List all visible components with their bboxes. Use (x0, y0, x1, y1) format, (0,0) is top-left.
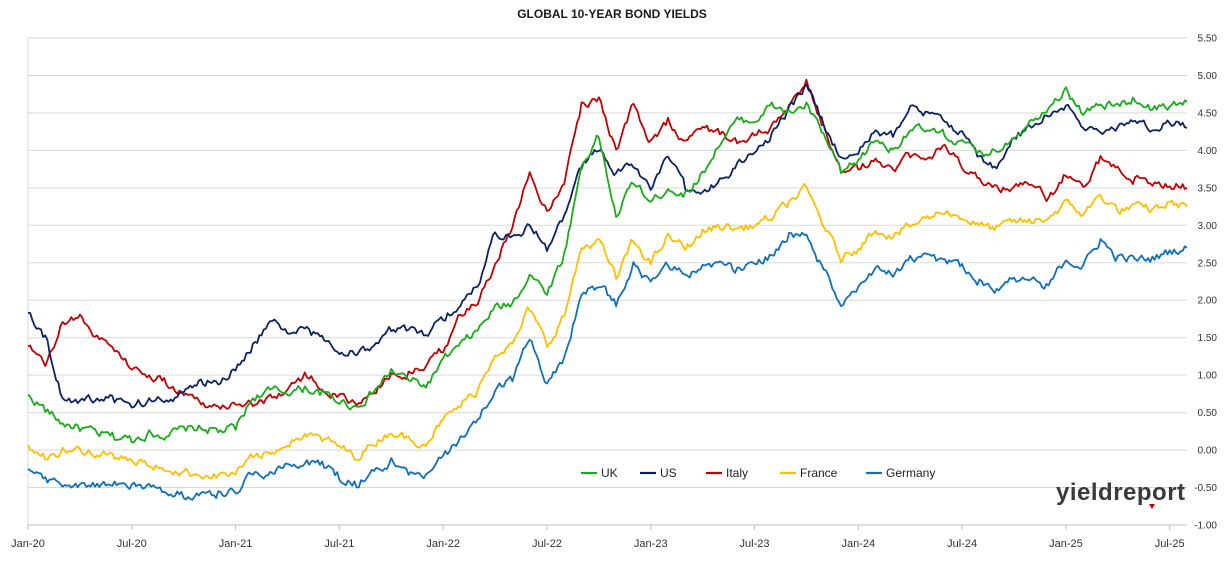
series-line-italy (27, 78, 1188, 410)
x-tick-label: Jan-20 (11, 538, 45, 550)
legend-label-france: France (800, 466, 838, 480)
y-tick-label: 1.00 (1198, 371, 1218, 382)
x-tick-label: Jan-22 (426, 538, 460, 550)
y-tick-label: 0.50 (1198, 408, 1218, 419)
y-tick-label: 2.00 (1198, 296, 1218, 307)
y-tick-label: 4.50 (1198, 108, 1218, 119)
yieldreport-logo: yieldreport (1056, 479, 1186, 509)
x-tick-label: Jul-24 (947, 538, 977, 550)
y-tick-label: 1.50 (1198, 333, 1218, 344)
x-tick-label: Jul-23 (740, 538, 770, 550)
x-tick-label: Jul-25 (1155, 538, 1185, 550)
x-tick-label: Jan-23 (634, 538, 668, 550)
y-tick-label: -0.50 (1194, 483, 1217, 494)
series-line-us (27, 83, 1188, 409)
y-axis-ticks: 5.50 5.00 4.50 4.00 3.50 3.00 2.50 2.00 1.50 1.00… (1194, 34, 1217, 532)
y-tick-label: 5.00 (1198, 71, 1218, 82)
x-tick-label: Jul-20 (117, 538, 147, 550)
logo-text: yieldreport (1056, 479, 1186, 506)
y-tick-label: 5.50 (1198, 34, 1218, 45)
y-tick-label: 4.00 (1198, 146, 1218, 157)
legend-label-us: US (660, 466, 677, 480)
y-tick-label: 0.00 (1198, 446, 1218, 457)
legend-label-italy: Italy (726, 466, 748, 480)
legend-label-germany: Germany (886, 466, 935, 480)
x-axis-ticks: Jan-20 Jul-20 Jan-21 Jul-21 Jan-22 Jul-22 Jan-… (11, 525, 1185, 550)
grid-lines (27, 37, 1187, 526)
x-tick-label: Jan-25 (1049, 538, 1083, 550)
x-tick-label: Jan-21 (219, 538, 253, 550)
legend-label-uk: UK (601, 466, 618, 480)
y-tick-label: 3.50 (1198, 183, 1218, 194)
legend: UK US Italy France Germany (581, 466, 935, 480)
y-tick-label: 3.00 (1198, 221, 1218, 232)
x-tick-label: Jul-22 (532, 538, 562, 550)
logo-marker (1149, 504, 1155, 509)
y-tick-label: -1.00 (1194, 521, 1217, 532)
y-tick-label: 2.50 (1198, 258, 1218, 269)
x-tick-label: Jan-24 (842, 538, 876, 550)
series-line-france (27, 182, 1188, 480)
series-line-germany (27, 231, 1188, 501)
x-tick-label: Jul-21 (324, 538, 354, 550)
series-lines (27, 78, 1188, 501)
series-line-uk (27, 86, 1188, 444)
chart-title: GLOBAL 10-YEAR BOND YIELDS (517, 7, 707, 21)
